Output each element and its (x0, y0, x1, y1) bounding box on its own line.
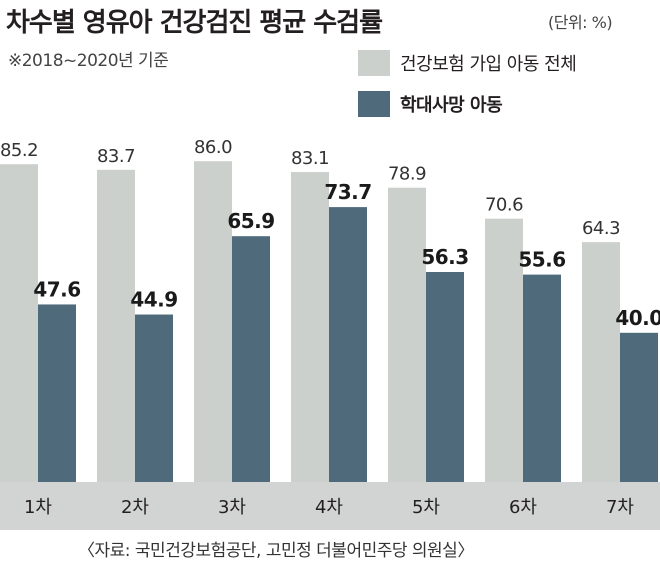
legend-label-abuse: 학대사망 아동 (400, 95, 503, 116)
value-label-abuse-5: 56.3 (421, 245, 468, 269)
bar-all-2 (97, 169, 135, 482)
source-note: 〈자료: 국민건강보험공단, 고민정 더불어민주당 의원실〉 (78, 541, 474, 561)
bar-all-6 (485, 218, 523, 483)
bar-all-7 (582, 242, 620, 482)
category-label-3: 3차 (218, 497, 246, 518)
value-label-all-6: 70.6 (485, 195, 523, 216)
bar-all-3 (194, 161, 232, 482)
bar-abuse-2 (135, 314, 173, 482)
value-label-abuse-7: 40.0 (615, 306, 660, 330)
bar-abuse-5 (426, 272, 464, 482)
category-label-5: 5차 (412, 497, 440, 518)
value-label-abuse-4: 73.7 (324, 180, 371, 204)
unit-label: (단위: %) (548, 13, 613, 32)
value-label-abuse-3: 65.9 (227, 209, 274, 233)
legend-item-abuse: 학대사망 아동 (358, 91, 503, 117)
category-band (0, 482, 660, 530)
value-label-all-5: 78.9 (388, 164, 426, 185)
bar-all-5 (388, 187, 426, 482)
bar-abuse-1 (38, 304, 76, 482)
value-label-abuse-6: 55.6 (518, 248, 565, 272)
bar-all-4 (291, 172, 329, 483)
bar-abuse-7 (620, 332, 658, 482)
value-label-all-3: 86.0 (194, 137, 232, 158)
bar-abuse-6 (523, 274, 561, 482)
bar-all-1 (0, 164, 38, 483)
bar-abuse-3 (232, 236, 270, 482)
value-label-abuse-2: 44.9 (130, 288, 177, 312)
value-label-all-4: 83.1 (291, 148, 329, 169)
value-label-all-1: 85.2 (0, 140, 38, 161)
category-label-6: 6차 (509, 497, 537, 518)
value-label-all-2: 83.7 (97, 146, 135, 167)
category-label-1: 1차 (24, 497, 52, 518)
chart-title: 차수별 영유아 건강검진 평균 수검률 (6, 8, 383, 38)
legend-swatch-abuse (358, 91, 390, 117)
category-label-2: 2차 (121, 497, 149, 518)
value-label-all-7: 64.3 (582, 218, 620, 239)
value-label-abuse-1: 47.6 (33, 277, 80, 301)
category-label-4: 4차 (315, 497, 343, 518)
legend-label-all: 건강보험 가입 아동 전체 (400, 54, 577, 75)
legend-swatch-all (358, 50, 390, 76)
bar-abuse-4 (329, 207, 367, 482)
legend-item-all: 건강보험 가입 아동 전체 (358, 50, 577, 76)
subtitle: ※2018~2020년 기준 (8, 51, 169, 71)
category-label-7: 7차 (606, 497, 634, 518)
